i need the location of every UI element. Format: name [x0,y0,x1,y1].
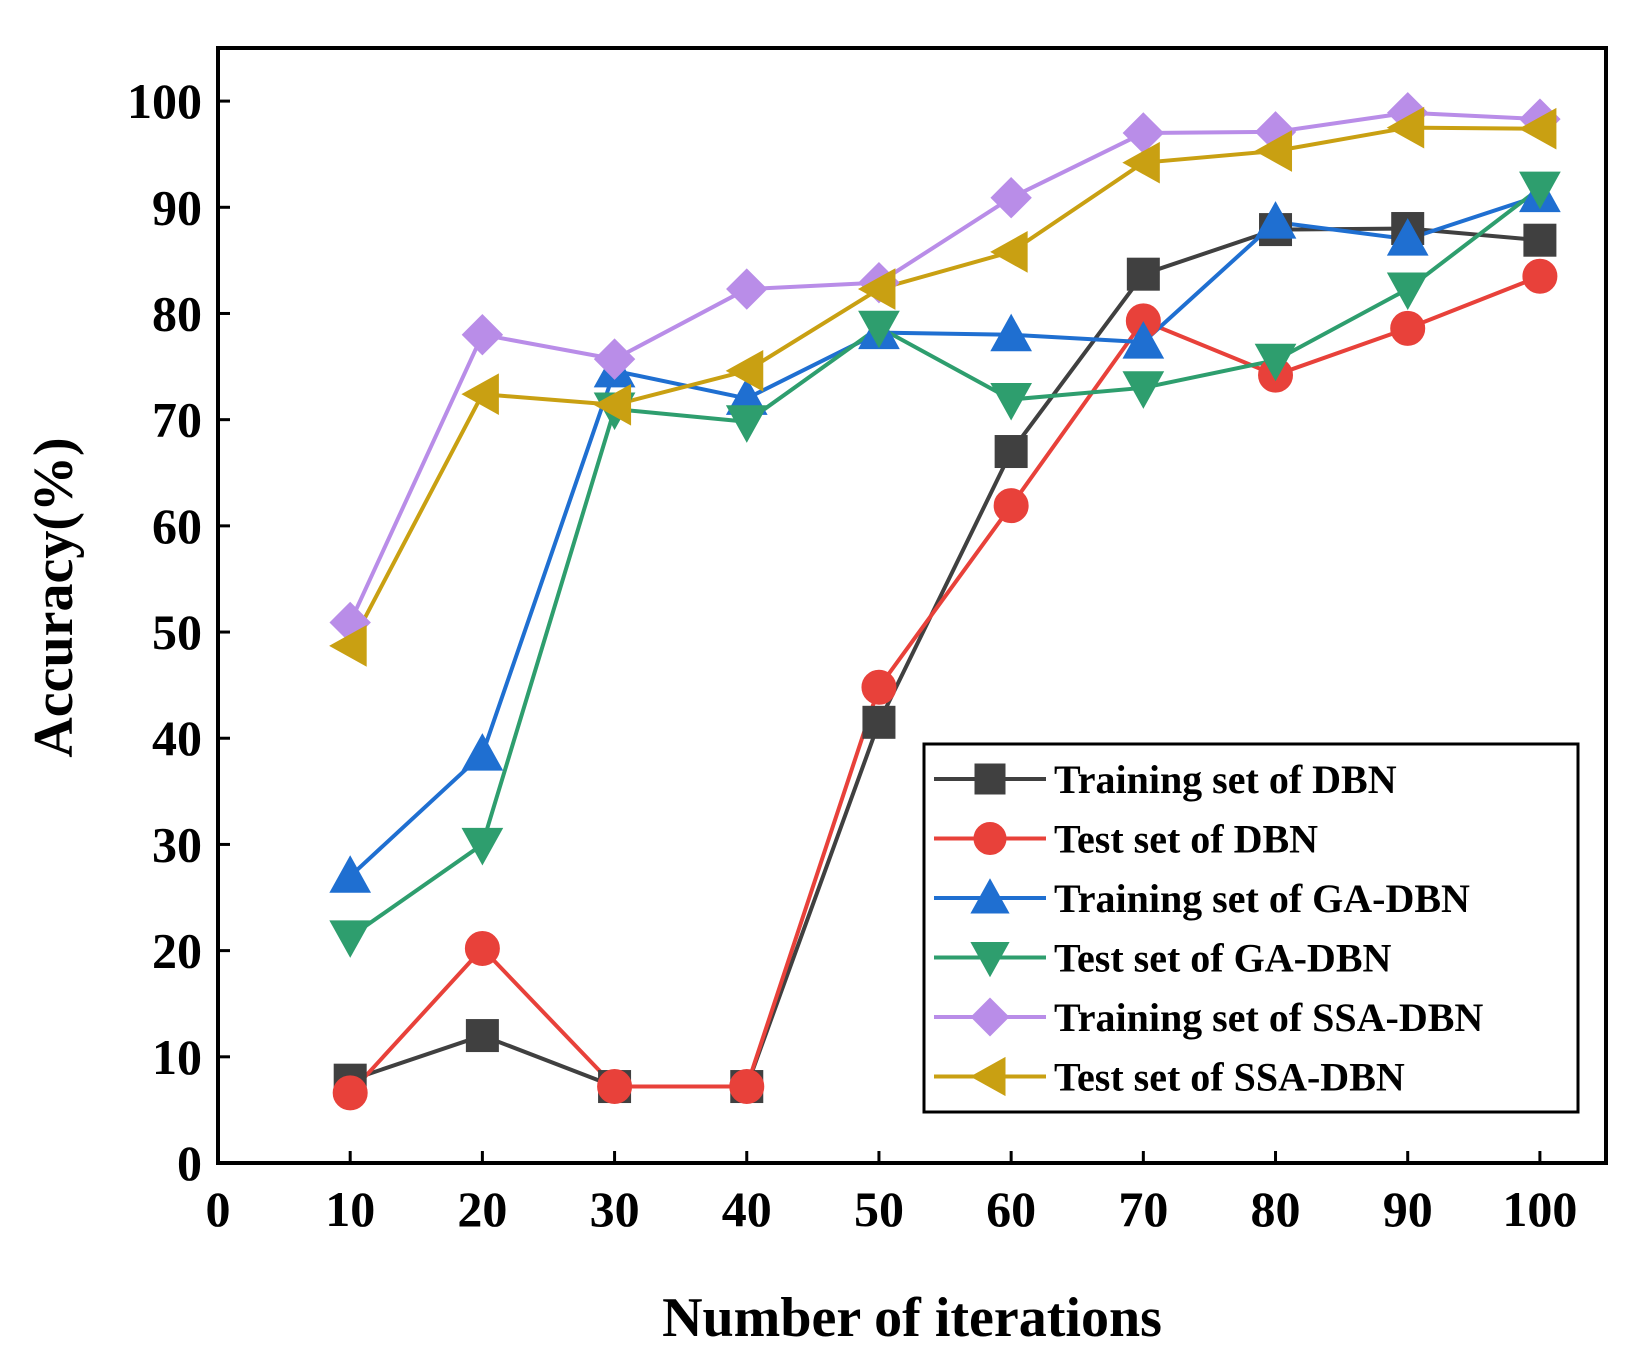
data-point [1386,106,1425,149]
y-axis-ticks: 0 10 20 30 40 50 60 70 80 90 100 [127,73,230,1191]
data-point [597,1069,633,1105]
y-tick-label: 10 [152,1029,202,1085]
x-tick-label: 90 [1383,1181,1433,1237]
data-point [461,733,504,771]
data-point [1386,272,1429,311]
x-tick-label: 60 [986,1181,1036,1237]
data-point [857,268,896,310]
data-point [1126,257,1160,291]
data-point [461,373,499,416]
legend-item: Test set of GA-DBN [934,936,1391,981]
data-point [1254,130,1293,172]
data-point [464,930,500,966]
series-line-5 [348,110,1541,624]
data-point [725,349,764,392]
legend-label: Test set of GA-DBN [1054,936,1391,981]
y-tick-label: 20 [152,923,202,979]
data-point [461,827,504,866]
data-point [990,231,1028,273]
legend-label: Test set of DBN [1054,817,1318,862]
series-lines [348,110,1542,1095]
x-tick-label: 80 [1251,1181,1301,1237]
data-point [858,310,900,349]
data-point [465,1019,499,1053]
data-point [1254,201,1297,239]
data-point [726,268,768,310]
data-point [1390,310,1426,346]
x-tick-label: 50 [854,1181,904,1237]
y-tick-label: 90 [152,179,202,235]
data-point [1122,321,1165,359]
data-point [1386,218,1429,256]
legend-marker [973,822,1007,855]
x-tick-label: 100 [1502,1181,1577,1237]
data-point [461,314,504,356]
legend-item: Test set of DBN [934,817,1318,862]
y-tick-label: 100 [127,73,202,129]
legend-item: Test set of SSA-DBN [934,1055,1405,1100]
series-markers [329,92,1561,1111]
y-tick-label: 50 [152,604,202,660]
legend-box [922,742,1580,1114]
x-axis-title: Number of iterations [662,1287,1162,1349]
data-point [593,338,636,380]
data-point [993,488,1029,524]
y-tick-label: 60 [152,498,202,554]
data-point [1518,107,1557,150]
plot-frame [216,46,1608,1165]
series-line-4 [349,186,1542,939]
legend-label: Training set of SSA-DBN [1054,995,1483,1040]
y-axis-title: Accuracy(%) [23,437,85,757]
legend-marker [970,878,1010,914]
data-point [994,435,1028,469]
legend-marker [970,1056,1006,1097]
legend-marker [970,997,1010,1037]
data-point [729,1069,765,1105]
data-point [861,669,897,705]
legend-marker [974,763,1006,795]
y-tick-label: 40 [152,710,202,766]
data-point [725,405,768,443]
x-tick-label: 20 [457,1181,507,1237]
data-point [332,1075,368,1111]
x-axis-ticks: 0 10 20 30 40 50 60 70 80 90 100 [206,1151,1577,1237]
data-point [329,920,372,958]
data-point [1519,171,1561,210]
series-line-6 [348,125,1540,647]
x-tick-label: 0 [206,1181,231,1237]
x-tick-label: 10 [325,1181,375,1237]
data-point [862,705,896,739]
data-point [1522,258,1558,294]
data-point [1122,141,1160,184]
data-point [329,855,372,893]
series-line-3 [348,193,1541,878]
legend-item: Training set of DBN [934,757,1397,802]
y-tick-label: 0 [177,1135,202,1191]
legend-item: Training set of SSA-DBN [934,995,1483,1040]
data-point [1254,343,1297,382]
x-tick-label: 30 [590,1181,640,1237]
data-point [990,382,1032,421]
legend-marker [970,942,1010,978]
data-point [990,313,1032,352]
data-point [990,177,1032,219]
y-tick-label: 30 [152,816,202,872]
legend-label: Test set of SSA-DBN [1054,1055,1405,1100]
legend-item: Training set of GA-DBN [934,876,1470,921]
data-point [329,625,367,667]
data-point [1523,223,1557,257]
x-tick-label: 70 [1118,1181,1168,1237]
legend-label: Training set of DBN [1054,757,1397,802]
legend: Training set of DBN Test set of DBN Traini… [922,742,1580,1114]
x-tick-label: 40 [722,1181,772,1237]
series-line-2 [348,274,1541,1095]
y-tick-label: 70 [152,392,202,448]
legend-label: Training set of GA-DBN [1054,876,1470,921]
data-point [1122,371,1165,409]
data-point [593,383,632,426]
y-tick-label: 80 [152,285,202,341]
